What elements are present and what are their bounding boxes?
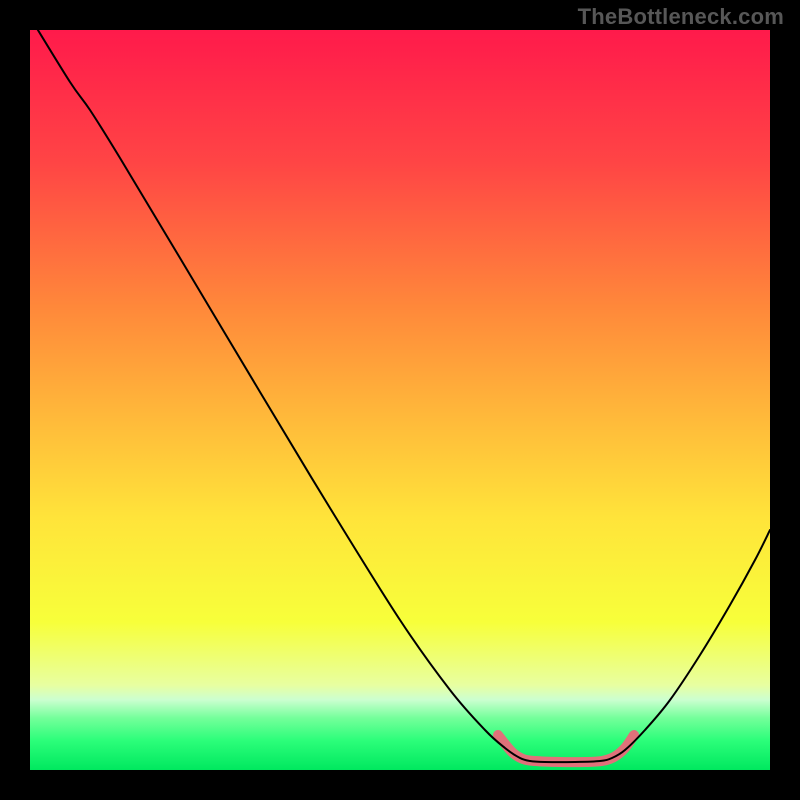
plot-area	[30, 17, 770, 770]
chart-container: TheBottleneck.com	[0, 0, 800, 800]
bottleneck-chart	[0, 0, 800, 800]
gradient-background	[30, 30, 770, 770]
site-watermark: TheBottleneck.com	[578, 4, 784, 30]
